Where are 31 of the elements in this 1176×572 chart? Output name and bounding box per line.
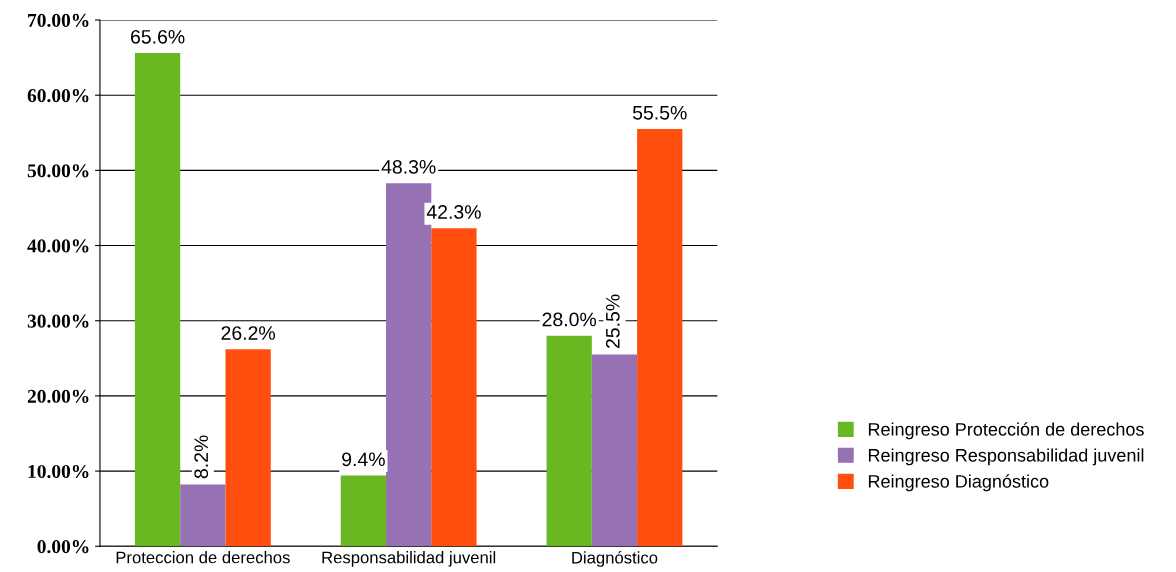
y-tick-label: 70.00% (28, 13, 89, 28)
y-tick-label: 0.00% (37, 540, 89, 554)
legend-label: Reingreso Diagnóstico (868, 474, 1049, 492)
x-tick-label: Responsabilidad juvenil (322, 551, 496, 567)
data-label: 42.3% (426, 205, 481, 219)
bar (591, 354, 638, 547)
bar (431, 228, 477, 547)
y-tick-label: 50.00% (27, 164, 89, 178)
data-label: 26.2% (221, 326, 276, 340)
bar (180, 484, 226, 547)
bar (134, 53, 181, 547)
data-label: 48.3% (381, 159, 436, 174)
bar (225, 349, 271, 547)
legend-label: Reingreso Responsabilidad juvenil (868, 448, 1144, 466)
bar (546, 335, 592, 547)
bar (637, 129, 683, 547)
data-label: 9.4% (342, 452, 385, 467)
y-tick-label: 40.00% (27, 239, 89, 253)
data-label: 65.6% (131, 29, 185, 44)
x-tick-label: Diagnóstico (572, 551, 658, 567)
y-tick-label: 30.00% (27, 314, 89, 328)
legend-label: Reingreso Protección de derechos (868, 422, 1144, 440)
data-label: 8.2% (194, 435, 209, 479)
x-tick-label: Proteccion de derechos (116, 551, 290, 564)
y-tick-label: 20.00% (27, 389, 89, 403)
y-tick-label: 60.00% (27, 89, 89, 103)
y-tick-label: 10.00% (28, 464, 89, 479)
data-label: 28.0% (542, 312, 597, 327)
bar (340, 475, 387, 547)
data-label: 55.5% (632, 105, 687, 120)
data-label: 25.5% (605, 294, 620, 349)
